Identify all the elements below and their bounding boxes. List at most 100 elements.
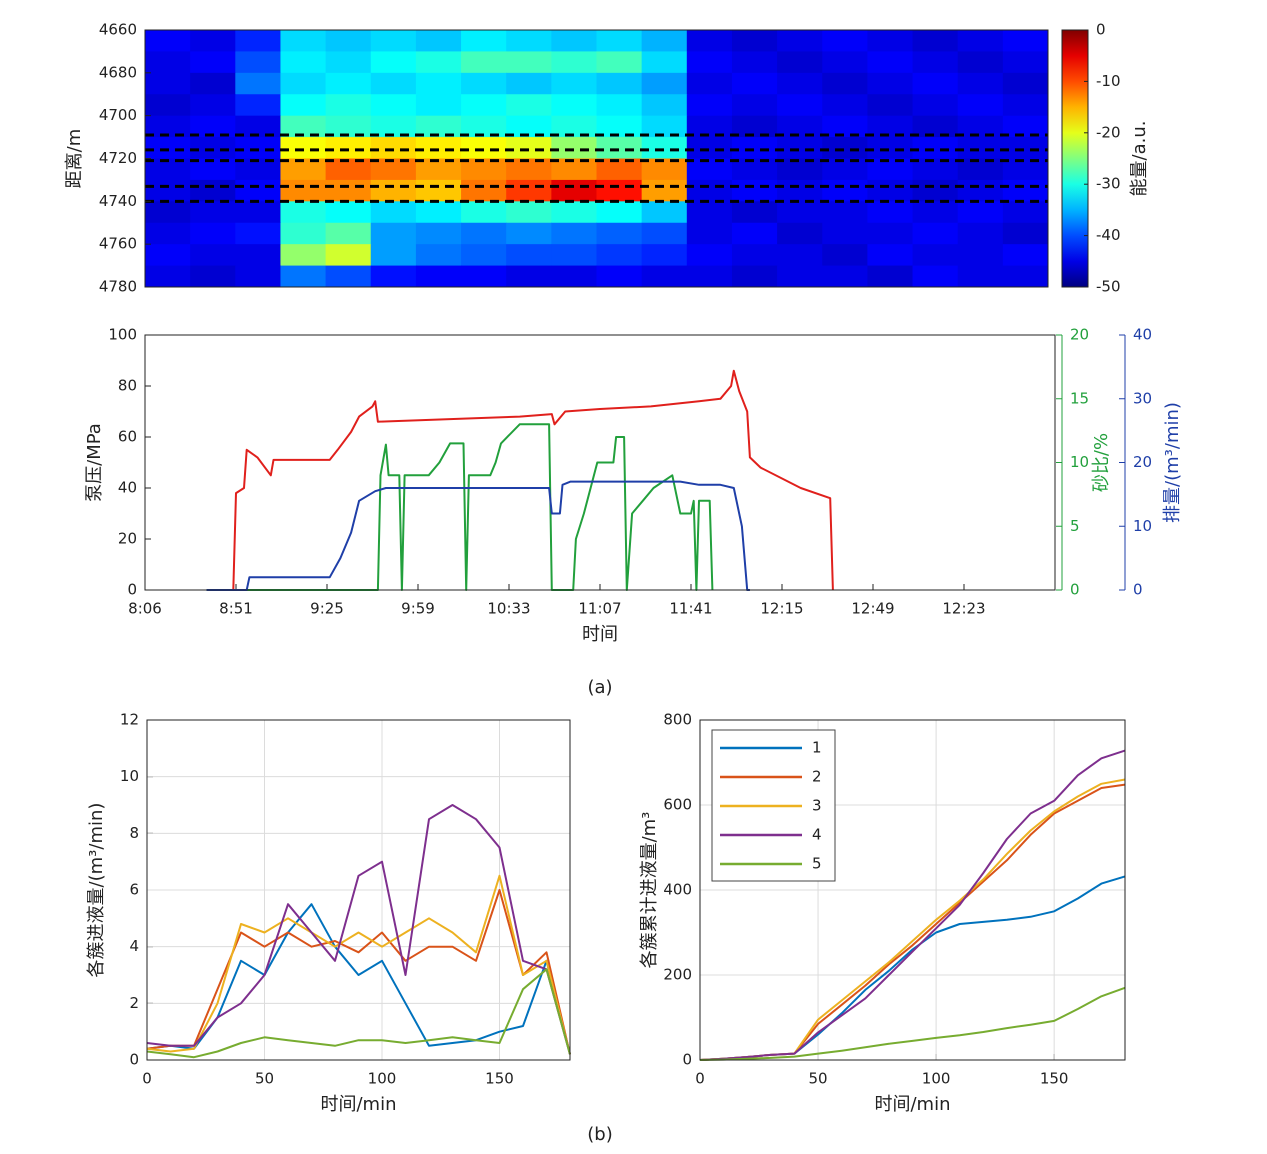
heat-cell xyxy=(867,158,914,181)
heat-cell xyxy=(596,137,643,159)
heat-cell xyxy=(777,265,823,288)
heat-cell xyxy=(686,265,733,288)
heat-cell xyxy=(641,158,688,181)
series-line xyxy=(146,968,571,1059)
heat-cell xyxy=(686,94,733,117)
heat-cell xyxy=(190,72,236,95)
heat-cell xyxy=(777,179,823,202)
heat-cell xyxy=(957,244,1004,267)
series-line xyxy=(206,480,750,591)
y-tick-label: 2 xyxy=(129,994,139,1012)
heat-cell xyxy=(731,72,778,95)
y-tick-label: 4680 xyxy=(99,63,137,81)
heat-cell xyxy=(777,244,823,267)
series-line xyxy=(699,749,1126,1061)
heat-cell xyxy=(145,30,191,52)
heat-cell xyxy=(731,179,778,202)
heat-cell xyxy=(280,137,327,159)
heat-cell xyxy=(415,30,462,52)
heat-cell xyxy=(145,244,191,267)
heat-cell xyxy=(235,244,281,267)
heat-cell xyxy=(731,244,778,267)
heat-cell xyxy=(190,265,236,288)
heat-cell xyxy=(822,51,868,74)
heat-cell xyxy=(731,115,778,138)
heat-cell xyxy=(731,51,778,74)
heat-cell xyxy=(686,137,733,159)
heat-cell xyxy=(641,179,688,202)
heat-cell xyxy=(190,244,236,267)
heat-cell xyxy=(235,222,281,245)
heat-cell xyxy=(912,51,959,74)
y-tick-label: 0 xyxy=(682,1051,692,1069)
heat-cell xyxy=(596,244,643,267)
heat-cell xyxy=(190,222,236,245)
heat-cell xyxy=(235,115,281,138)
heat-cell xyxy=(596,51,643,74)
heat-cell xyxy=(777,137,823,159)
x-tick-label: 0 xyxy=(142,1070,152,1088)
heat-cell xyxy=(235,265,281,288)
heat-cell xyxy=(190,201,236,224)
heat-cell xyxy=(867,94,914,117)
heat-cell xyxy=(957,222,1004,245)
heat-cell xyxy=(957,201,1004,224)
heat-cell xyxy=(415,244,462,267)
heat-cell xyxy=(686,30,733,52)
y-tick-label: 40 xyxy=(1133,326,1152,344)
heat-cell xyxy=(145,72,191,95)
heat-cell xyxy=(912,137,959,159)
heat-cell xyxy=(280,115,327,138)
heat-cell xyxy=(867,244,914,267)
heat-cell xyxy=(506,72,552,95)
y-tick-label: 10 xyxy=(1070,453,1089,471)
heat-cell xyxy=(280,94,327,117)
y-tick-label: 0 xyxy=(1133,581,1143,599)
heat-cell xyxy=(957,137,1004,159)
plot-frame xyxy=(146,719,571,1061)
axis-label: 能量/a.u. xyxy=(1129,121,1150,197)
x-tick-label: 8:51 xyxy=(219,600,253,618)
y-tick-label: 4740 xyxy=(99,192,137,210)
heat-cell xyxy=(370,265,417,288)
heat-cell xyxy=(1002,265,1049,288)
heat-cell xyxy=(912,244,959,267)
heat-cell xyxy=(731,94,778,117)
heat-cell xyxy=(551,51,597,74)
y-tick-label: 0 xyxy=(129,1051,139,1069)
y-tick-label: 30 xyxy=(1133,389,1152,407)
x-tick-label: 12:23 xyxy=(942,600,985,618)
y-tick-label: 20 xyxy=(118,530,137,548)
heat-cell xyxy=(641,115,688,138)
heat-cell xyxy=(912,179,959,202)
heat-cell xyxy=(235,158,281,181)
heat-cell xyxy=(370,30,417,52)
y-tick-label: 12 xyxy=(120,711,139,729)
y-tick-label: 0 xyxy=(127,581,137,599)
heat-cell xyxy=(551,222,597,245)
heat-cell xyxy=(461,158,507,181)
y-tick-label: 4 xyxy=(129,937,139,955)
heat-cell xyxy=(145,51,191,74)
heat-cell xyxy=(867,265,914,288)
heat-cell xyxy=(641,72,688,95)
heat-cell xyxy=(461,222,507,245)
heat-cell xyxy=(1002,115,1049,138)
legend-label: 4 xyxy=(812,826,822,844)
heat-cell xyxy=(596,201,643,224)
heat-cell xyxy=(190,158,236,181)
heat-cell xyxy=(641,137,688,159)
legend-label: 2 xyxy=(812,768,822,786)
heat-cell xyxy=(145,115,191,138)
colorbar-tick-label: -40 xyxy=(1096,226,1121,244)
heat-cell xyxy=(506,265,552,288)
heat-cell xyxy=(686,222,733,245)
heat-cell xyxy=(777,158,823,181)
heat-cell xyxy=(370,137,417,159)
heat-cell xyxy=(1002,51,1049,74)
heat-cell xyxy=(822,94,868,117)
heat-cell xyxy=(235,51,281,74)
axis-label: 距离/m xyxy=(64,129,85,189)
heat-cell xyxy=(867,115,914,138)
heat-cell xyxy=(280,51,327,74)
